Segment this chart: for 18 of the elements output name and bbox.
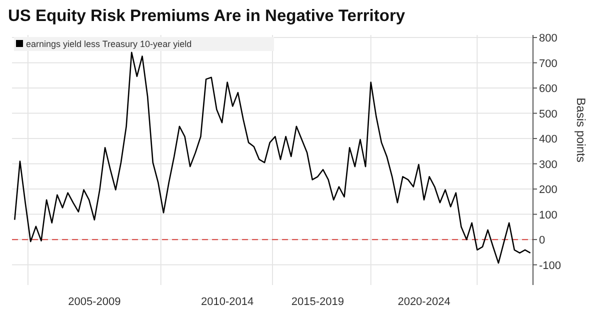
y-axis-title: Basis points <box>574 98 588 162</box>
line-series <box>14 52 531 264</box>
y-tick-label: 200 <box>539 184 558 196</box>
x-tick-label: 2020-2024 <box>398 296 450 308</box>
y-tick-label: 300 <box>539 158 558 171</box>
y-tick-label: 800 <box>539 32 558 45</box>
y-tick-label: 500 <box>539 108 558 120</box>
x-tick-label: 2005-2009 <box>68 296 121 308</box>
y-tick-label: -100 <box>539 260 562 272</box>
chart-title: US Equity Risk Premiums Are in Negative Territory <box>8 7 406 25</box>
legend-label: earnings yield less Treasury 10-year yield <box>26 39 192 49</box>
y-tick-label: 0 <box>539 234 546 247</box>
x-tick-label: 2015-2019 <box>291 296 344 308</box>
y-tick-label: 700 <box>539 58 558 70</box>
y-tick-label: 600 <box>539 83 558 96</box>
x-tick-label: 2010-2014 <box>201 296 254 308</box>
y-tick-label: 100 <box>539 209 558 222</box>
y-tick-label: 400 <box>539 134 558 146</box>
